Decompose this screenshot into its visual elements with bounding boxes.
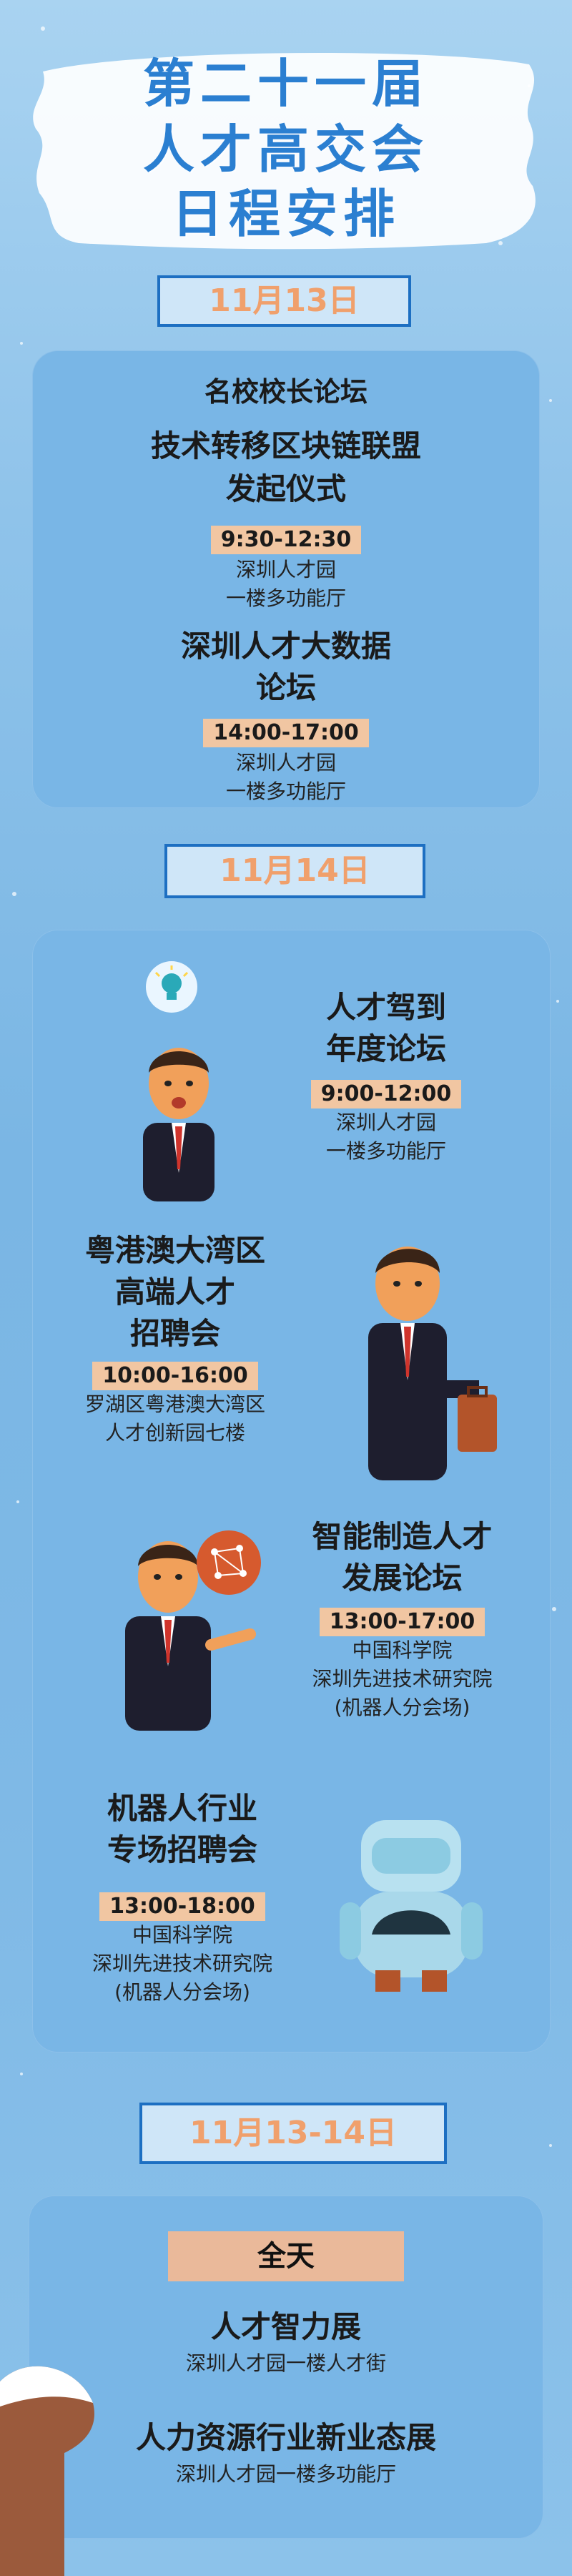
event-place: 罗湖区粤港澳大湾区 — [84, 1392, 265, 1416]
event-place: 中国科学院 — [352, 1638, 453, 1662]
event-place: (机器人分会场) — [334, 1696, 470, 1719]
event-title: 发展论坛 — [342, 1560, 463, 1596]
event-title: 机器人行业 — [107, 1791, 257, 1826]
event-time: 13:00-17:00 — [319, 1608, 485, 1636]
event-time: 9:30-12:30 — [210, 526, 362, 554]
event-title: 论坛 — [255, 670, 316, 705]
event-place: 深圳先进技术研究院 — [312, 1667, 493, 1691]
date-label-day1: 11月13日 — [157, 275, 411, 327]
event-place: 一楼多功能厅 — [325, 1139, 446, 1163]
event-time: 10:00-16:00 — [92, 1362, 258, 1390]
event-place: 一楼多功能厅 — [225, 780, 346, 803]
event-place: 一楼多功能厅 — [225, 586, 346, 610]
event-title: 高端人才 — [114, 1274, 235, 1309]
day1-panel: 名校校长论坛 技术转移区块链联盟 发起仪式 9:30-12:30 深圳人才园 一… — [32, 350, 540, 808]
page-title-line-1: 第二十一届 — [142, 54, 429, 114]
robot-illustration — [340, 1820, 483, 1992]
event-time: 13:00-18:00 — [99, 1892, 265, 1921]
day2-panel: 人才驾到 年度论坛 9:00-12:00 深圳人才园 一楼多功能厅 粤港澳大湾区… — [32, 930, 551, 2053]
event-place: 深圳人才园 — [335, 1111, 436, 1134]
event-place: 深圳人才园 — [235, 558, 336, 581]
title-brush-stroke — [33, 52, 536, 250]
event-place: (机器人分会场) — [114, 1980, 250, 2004]
event-title: 名校校长论坛 — [204, 376, 368, 408]
event-title: 专场招聘会 — [107, 1832, 257, 1867]
event-place: 深圳人才园一楼多功能厅 — [175, 2462, 396, 2486]
event-place: 深圳人才园 — [235, 751, 336, 775]
event-place: 中国科学院 — [132, 1923, 232, 1947]
event-time: 14:00-17:00 — [203, 719, 369, 747]
businessman-illustration — [368, 1247, 497, 1480]
page-title-line-2: 人才高交会 — [142, 119, 429, 180]
event-title: 粤港澳大湾区 — [84, 1233, 265, 1268]
briefcase-icon — [458, 1386, 497, 1452]
date-label-day2: 11月14日 — [164, 844, 425, 898]
event-title: 年度论坛 — [325, 1031, 446, 1066]
event-title: 深圳人才大数据 — [180, 629, 391, 664]
lightbulb-icon — [146, 961, 197, 1013]
event-place: 人才创新园七楼 — [104, 1421, 245, 1445]
businessman-illustration — [143, 1048, 214, 1201]
network-icon — [197, 1530, 261, 1595]
event-place: 深圳先进技术研究院 — [92, 1952, 272, 1975]
event-title: 人才智力展 — [210, 2309, 361, 2344]
event-title: 发起仪式 — [225, 471, 346, 506]
businessman-illustration — [125, 1541, 256, 1731]
event-title: 招聘会 — [129, 1316, 220, 1351]
snowy-rock-decoration — [0, 2366, 94, 2576]
event-place: 深圳人才园一楼人才街 — [185, 2351, 386, 2375]
all-day-badge: 全天 — [168, 2231, 404, 2281]
event-title: 智能制造人才 — [312, 1519, 493, 1554]
event-time: 9:00-12:00 — [310, 1080, 462, 1108]
page-title-line-3: 日程安排 — [171, 184, 400, 244]
event-title: 人力资源行业新业态展 — [135, 2420, 436, 2455]
date-label-day3: 11月13-14日 — [139, 2103, 447, 2164]
event-title: 人才驾到 — [325, 990, 446, 1025]
event-title: 技术转移区块链联盟 — [150, 428, 421, 463]
